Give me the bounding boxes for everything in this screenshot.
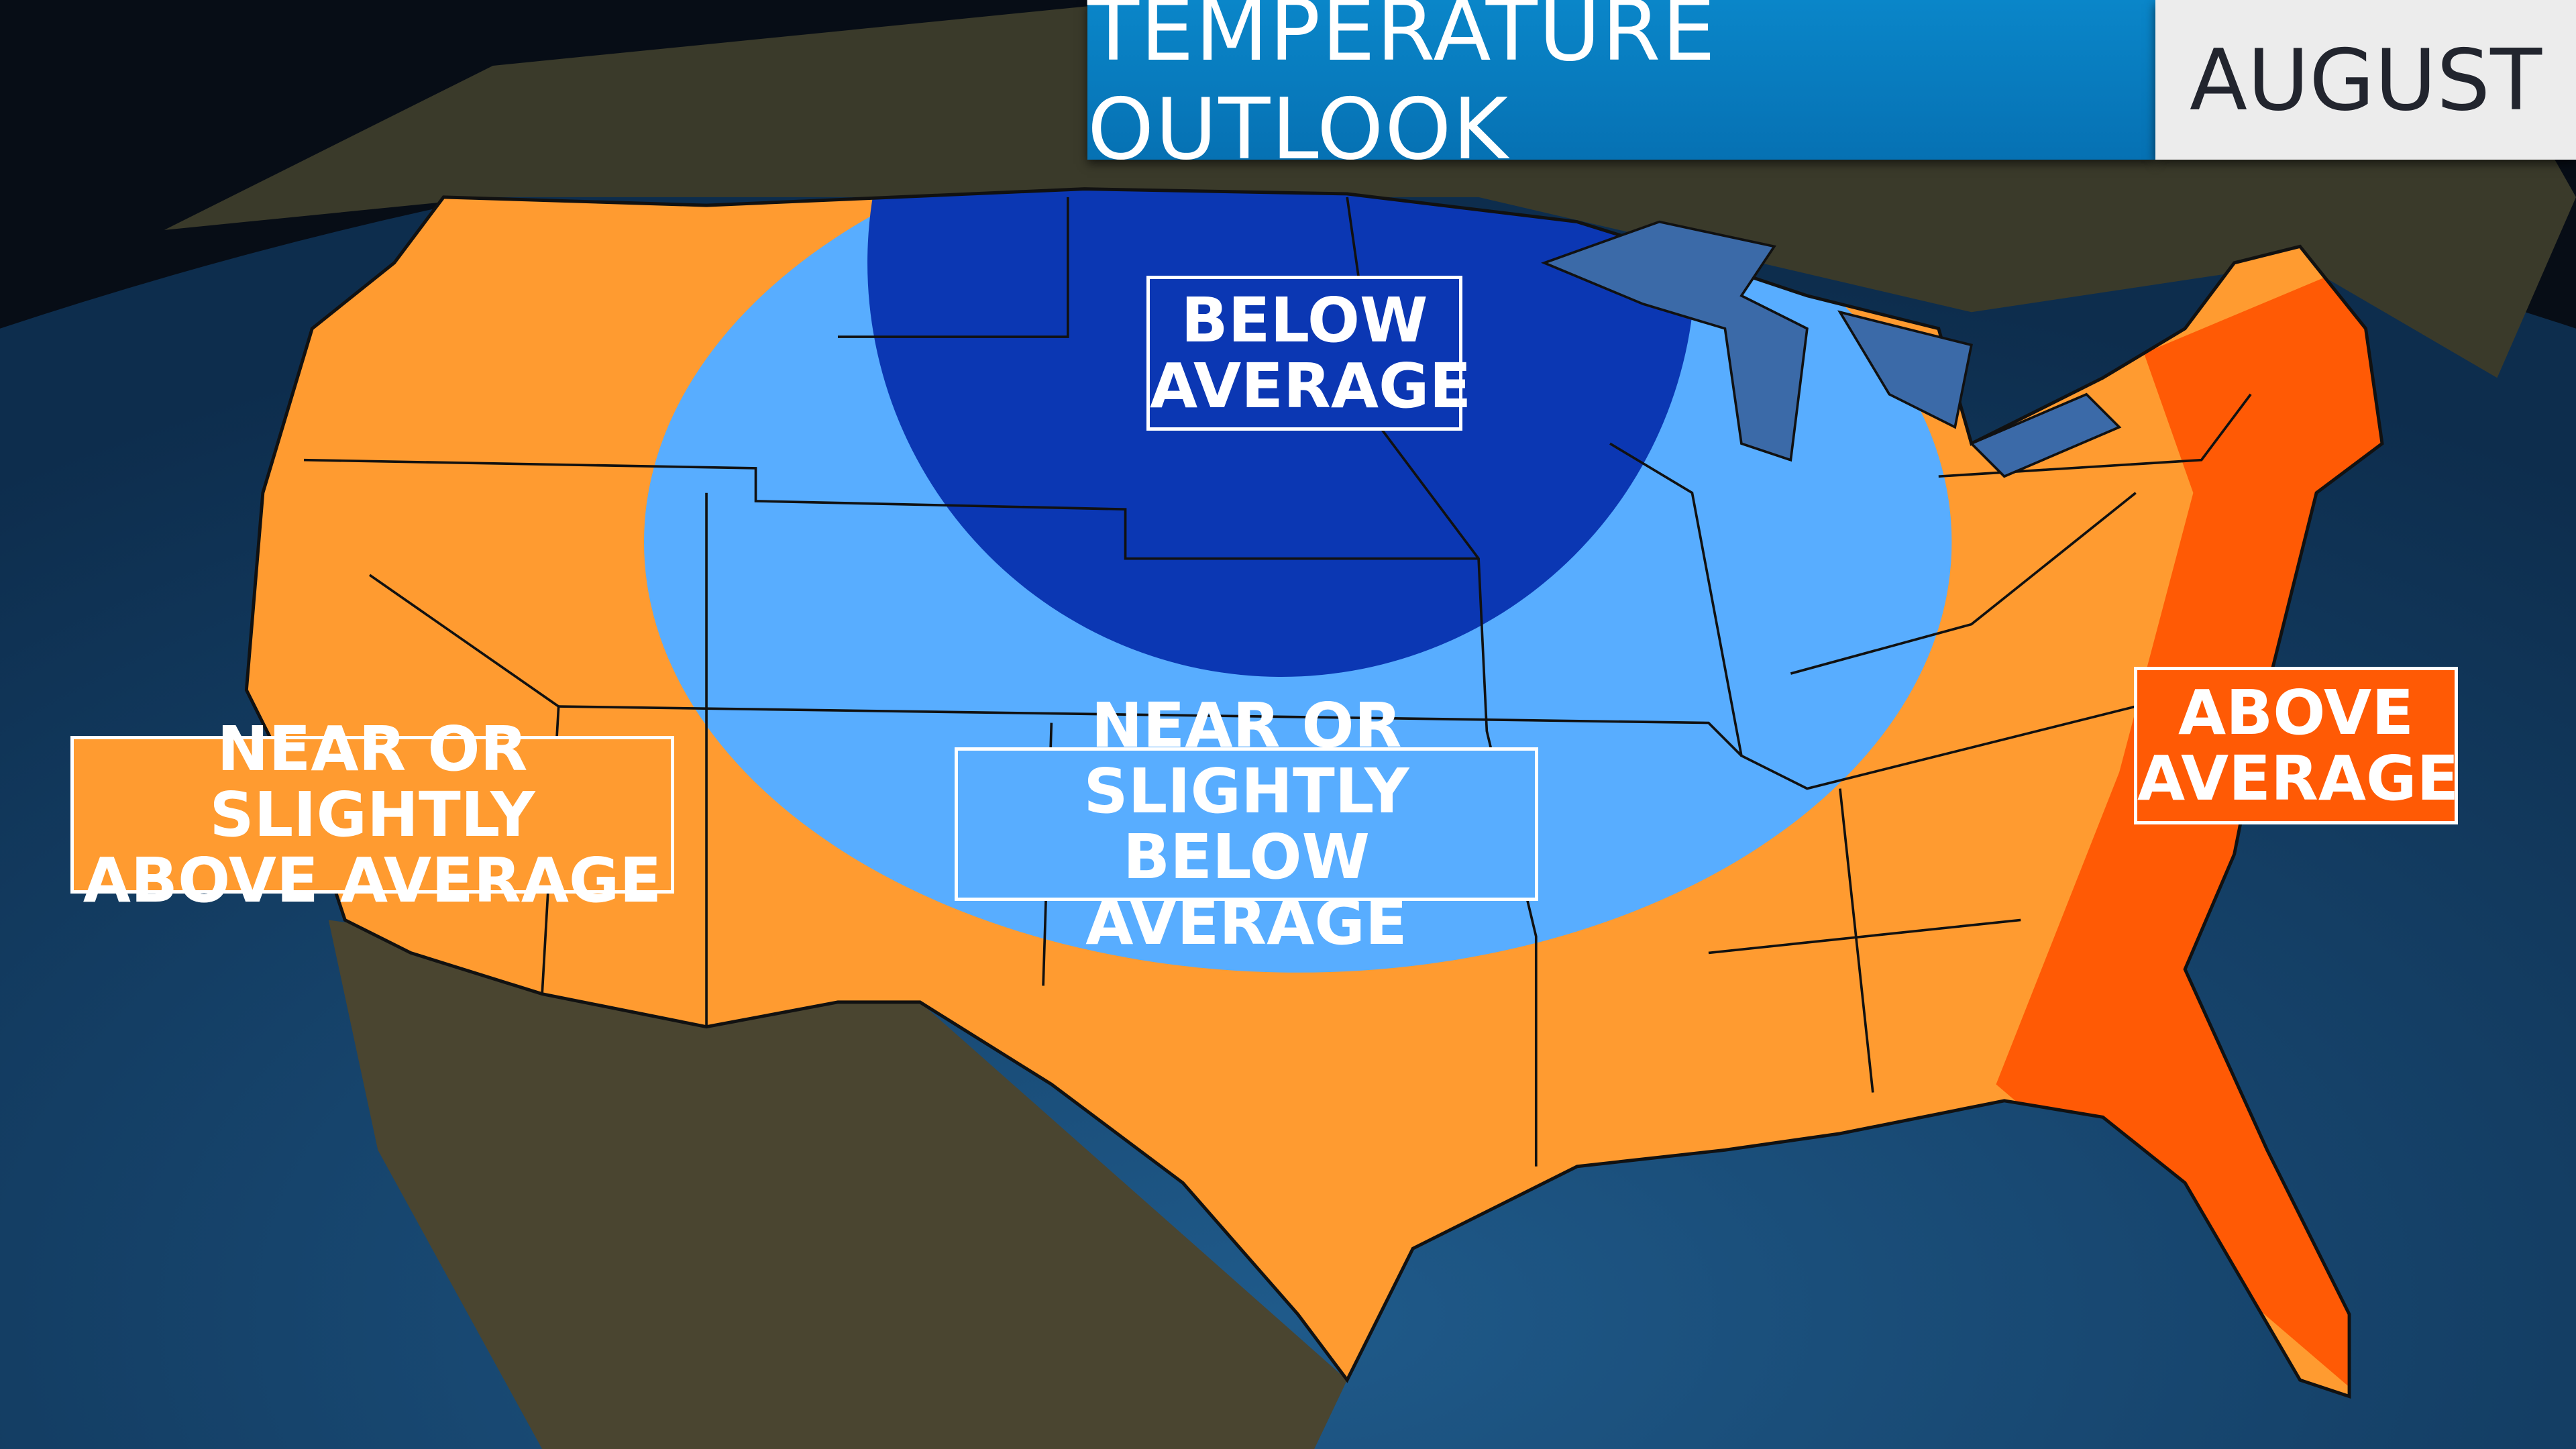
zone-below — [867, 189, 1696, 677]
label-line: AVERAGE — [2137, 742, 2459, 814]
label-line: ABOVE — [2178, 676, 2414, 749]
month-label: AUGUST — [2189, 30, 2542, 129]
label-line: NEAR OR SLIGHTLY — [1083, 689, 1409, 827]
label-below-average: BELOW AVERAGE — [1146, 276, 1472, 431]
label-line: BELOW — [1181, 284, 1428, 356]
label-line: AVERAGE — [1150, 350, 1472, 422]
label-line: NEAR OR SLIGHTLY — [209, 712, 535, 851]
land-mexico — [328, 920, 1348, 1449]
label-line: ABOVE AVERAGE — [83, 844, 662, 916]
label-line: BELOW AVERAGE — [1085, 820, 1407, 959]
label-near-above-average: NEAR OR SLIGHTLY ABOVE AVERAGE — [70, 716, 674, 913]
great-lakes — [1540, 220, 2122, 478]
label-above-average: ABOVE AVERAGE — [2134, 667, 2459, 824]
label-near-below-average: NEAR OR SLIGHTLY BELOW AVERAGE — [955, 692, 1538, 955]
map-title: TEMPERATURE OUTLOOK — [1087, 0, 1717, 178]
month-box: AUGUST — [2155, 0, 2576, 160]
state-lines — [304, 197, 2252, 1167]
title-bar: TEMPERATURE OUTLOOK — [1087, 0, 2155, 178]
